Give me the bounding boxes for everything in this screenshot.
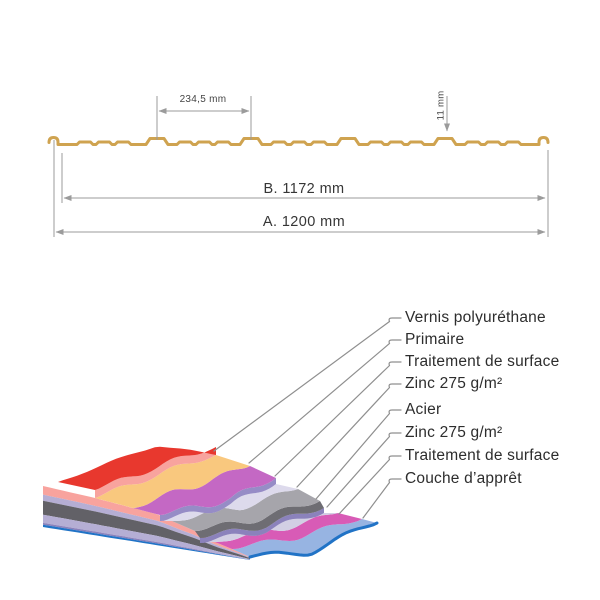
slab-side-face-stripe: [43, 522, 250, 560]
leader-line: [362, 478, 402, 519]
layer-band-traitement-bas: [215, 513, 362, 549]
layer-label-acier: Acier: [405, 401, 442, 418]
layer-label-vernis: Vernis polyuréthane: [405, 309, 546, 326]
layer-band-zinc-bas: [200, 513, 338, 543]
vernis-front-edge: [95, 447, 216, 498]
leader-line: [296, 383, 402, 488]
leader-line: [326, 432, 402, 508]
layer-stack: [43, 446, 379, 560]
dim-useful-width-label: B. 1172 mm: [263, 181, 345, 197]
dim-total-width-label: A. 1200 mm: [262, 214, 346, 230]
leader-line: [213, 317, 402, 452]
layer-label-couche-appret: Couche d’apprêt: [405, 470, 522, 487]
layer-band-traitement-haut: [133, 466, 276, 515]
layer-label-zinc-haut: Zinc 275 g/m²: [405, 375, 503, 392]
layer-label-traitement-haut: Traitement de surface: [405, 353, 560, 370]
layer-band-zinc-bas-stripe: [200, 508, 324, 543]
slab-side-face-stripe: [43, 494, 250, 559]
slab-side-face-stripe: [43, 524, 250, 560]
leader-line: [338, 455, 402, 515]
layer-label-traitement-bas: Traitement de surface: [405, 447, 560, 464]
leader-line: [274, 361, 402, 477]
layer-band-zinc-haut: [160, 484, 298, 521]
profile-cross-section: [47, 136, 550, 146]
layer-band-primaire: [95, 455, 250, 508]
dimension-lines: [53, 96, 549, 237]
layer-band-vernis: [58, 446, 216, 490]
layer-band-zinc-haut-stripe: [160, 478, 276, 521]
leader-lines: [213, 317, 402, 519]
primer-bottom-edge: [248, 521, 379, 559]
sheet-profile-line: [47, 136, 550, 146]
steel-front-face: [195, 501, 324, 538]
layer-label-primaire: Primaire: [405, 331, 465, 348]
layer-label-zinc-bas: Zinc 275 g/m²: [405, 424, 503, 441]
leader-line: [315, 409, 402, 500]
slab-side-face-stripe: [43, 514, 250, 560]
layer-band-couche-appret: [232, 519, 377, 557]
dim-rib-height-label: 11 mm: [435, 90, 447, 121]
dim-rib-spacing-label: 234,5 mm: [179, 94, 227, 105]
slab-side-face-stripe: [43, 486, 250, 558]
layer-band-acier: [172, 489, 320, 531]
slab-side-face-stripe: [43, 500, 250, 560]
leader-line: [248, 339, 402, 464]
